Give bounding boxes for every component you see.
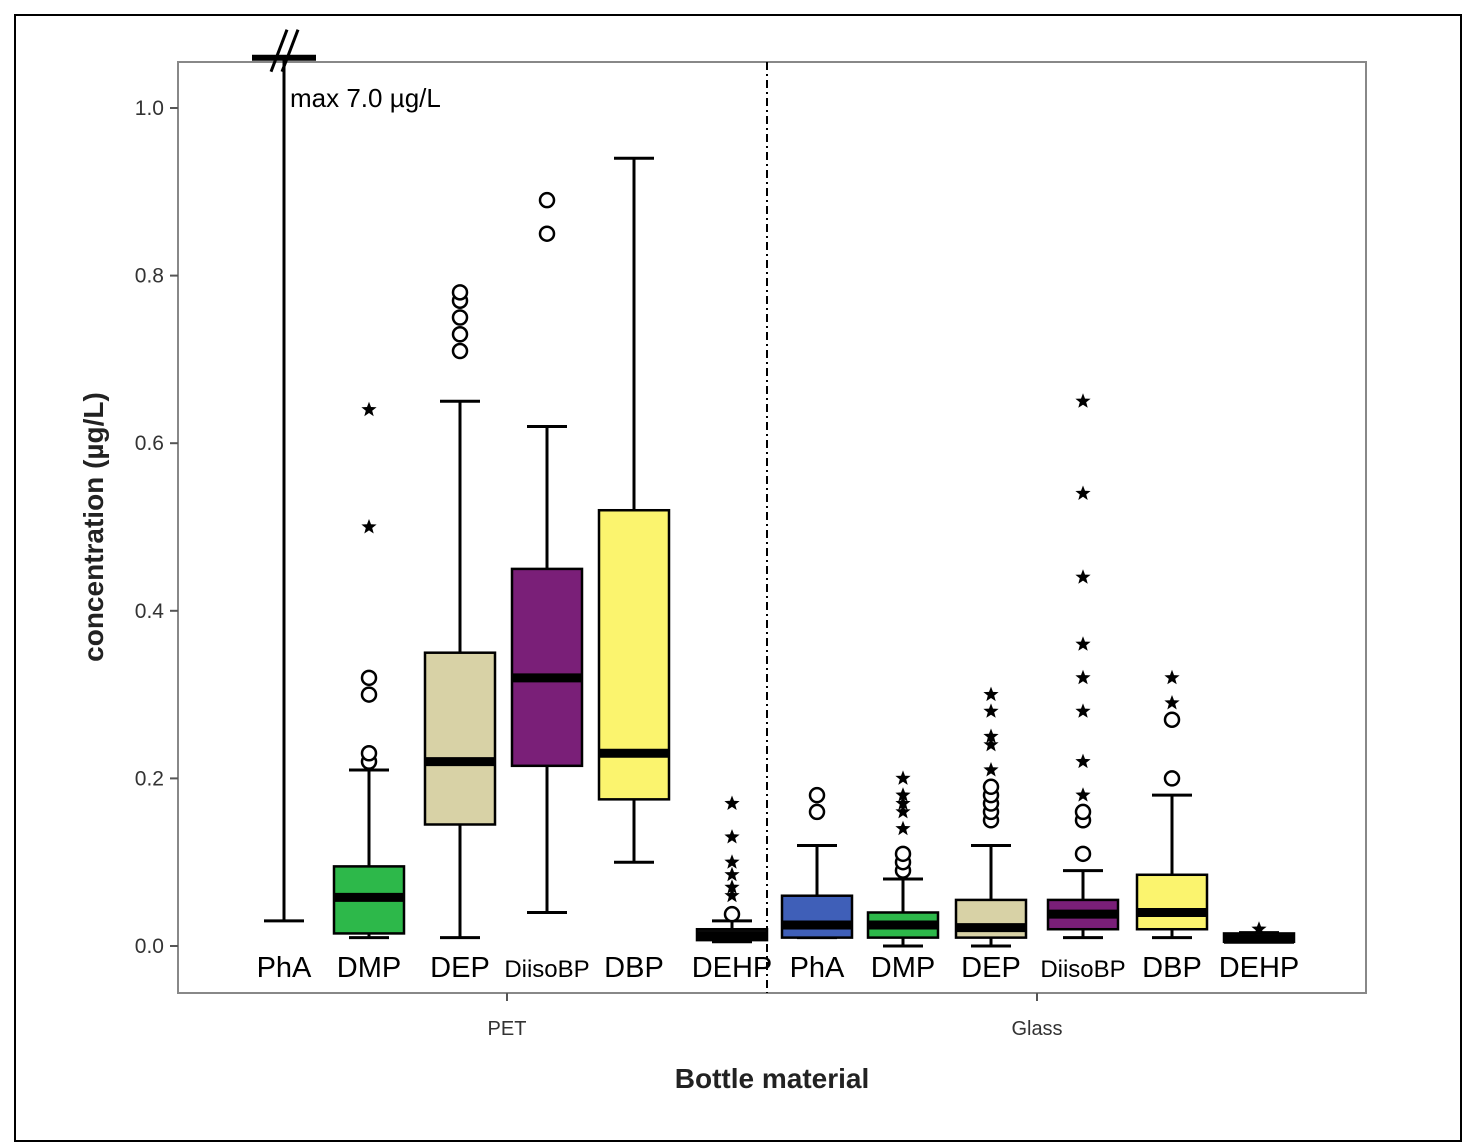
extreme-point (1075, 787, 1091, 802)
outlier-point (1074, 845, 1092, 863)
category-label: DEP (430, 952, 490, 984)
y-axis-title: concentration (µg/L) (78, 392, 109, 662)
y-tick-label: 0.0 (135, 935, 164, 958)
outlier-point (808, 786, 826, 804)
extreme-point (1075, 393, 1091, 408)
outlier-point (1163, 711, 1181, 728)
extreme-point (1075, 636, 1091, 651)
extreme-point (983, 762, 999, 777)
y-axis: 0.0 0.2 0.4 0.6 0.8 1.0 (135, 97, 178, 958)
extreme-point (1075, 703, 1091, 718)
box-glass-pha (780, 786, 854, 940)
axis-break-mark (269, 29, 289, 73)
extreme-point (1075, 669, 1091, 685)
box-pet-dmp (332, 401, 406, 940)
outlier-point (451, 342, 469, 360)
outlier-point (982, 778, 1000, 796)
extreme-point (1164, 669, 1180, 685)
axis-break-mark (280, 29, 300, 73)
extreme-point (895, 770, 911, 785)
outlier-point (538, 225, 556, 242)
y-tick-label: 0.6 (135, 432, 164, 455)
extreme-point (724, 866, 740, 882)
extreme-point (361, 401, 377, 417)
box-iqr (423, 651, 497, 826)
outlier-point (360, 745, 378, 762)
extreme-point (1164, 695, 1180, 710)
y-tick-label: 0.2 (135, 767, 164, 790)
figure-frame (14, 14, 1462, 1142)
outlier-point (808, 803, 826, 821)
extreme-point (983, 703, 999, 718)
y-tick-label: 0.8 (135, 265, 164, 288)
category-label: DBP (604, 952, 664, 984)
box-pet-dbp (597, 156, 671, 864)
outlier-point (360, 686, 378, 703)
extreme-point (1075, 569, 1091, 584)
outlier-point (538, 191, 556, 209)
extreme-point (724, 854, 740, 869)
outlier-point (1074, 803, 1092, 821)
extreme-point (1075, 485, 1091, 500)
extreme-point (983, 728, 999, 743)
extreme-point (983, 736, 999, 752)
category-label: PhA (790, 952, 845, 984)
group-label: PET (488, 1018, 527, 1040)
box-iqr (1135, 873, 1209, 931)
extreme-point (1075, 753, 1091, 769)
outlier-point (1163, 770, 1181, 787)
category-label: DBP (1142, 952, 1202, 984)
box-glass-dmp (866, 770, 940, 948)
y-tick-label: 1.0 (135, 97, 164, 120)
box-iqr (780, 894, 854, 939)
category-label: DEHP (692, 952, 773, 984)
outlier-point (451, 284, 469, 301)
category-label: DiisoBP (504, 956, 589, 983)
extreme-point (895, 787, 911, 802)
category-label: DEHP (1219, 952, 1300, 984)
outlier-point (360, 669, 378, 687)
box-glass-dep (954, 686, 1028, 948)
plot-area (177, 61, 1367, 994)
extreme-point (724, 829, 740, 844)
extreme-point (895, 820, 911, 836)
box-glass-dehp (1222, 921, 1296, 944)
outlier-point (451, 326, 469, 343)
outlier-point (723, 905, 741, 923)
extreme-point (361, 519, 377, 534)
outlier-point (894, 845, 912, 863)
category-label: DMP (871, 952, 935, 984)
group-label: Glass (1011, 1018, 1062, 1040)
group-labels: PET Glass (488, 993, 1063, 1040)
box-pet-pha (252, 29, 316, 923)
box-glass-diisobp (1046, 393, 1120, 940)
category-label: DMP (337, 952, 401, 984)
box-pet-dep (423, 284, 497, 940)
extreme-point (724, 795, 740, 810)
extreme-point (895, 795, 911, 810)
box-iqr (510, 567, 584, 768)
extreme-point (983, 686, 999, 702)
category-label: DiisoBP (1040, 956, 1125, 983)
y-tick-label: 0.4 (135, 600, 165, 623)
category-label: DEP (961, 952, 1021, 984)
outlier-point (451, 309, 469, 326)
extreme-point (1251, 921, 1267, 936)
category-label: PhA (257, 952, 312, 984)
box-pet-diisobp (510, 191, 584, 914)
extreme-point (724, 887, 740, 903)
extreme-point (724, 879, 740, 894)
annotation-max: max 7.0 µg/L (290, 83, 441, 113)
category-labels: PhA DMP DEP DiisoBP DBP DEHP PhA DMP DEP DiisoBP D… (257, 952, 1300, 984)
x-axis-title: Bottle material (675, 1063, 870, 1094)
box-pet-dehp (695, 795, 769, 944)
boxes (252, 29, 1296, 948)
extreme-point (895, 803, 911, 819)
box-glass-dbp (1135, 669, 1209, 940)
